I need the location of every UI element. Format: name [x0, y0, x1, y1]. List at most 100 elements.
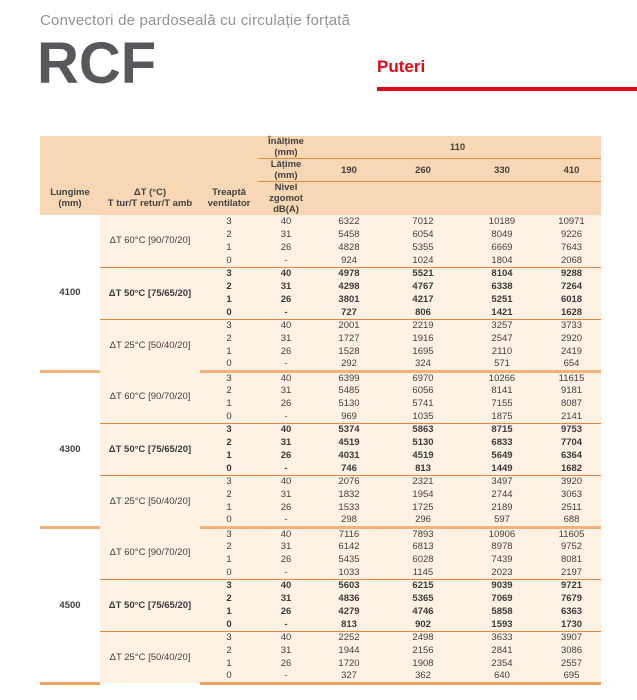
value-cell-190: 5374 — [314, 422, 384, 436]
value-cell-330: 7439 — [462, 553, 542, 566]
value-cell-410: 7679 — [542, 592, 602, 605]
table-row: 4500 ΔT 60°C [90/70/20] 3 40 7116 7893 10906 11… — [40, 527, 602, 685]
value-cell-330: 2841 — [462, 644, 542, 657]
table-row: 0-298 296 597 688 — [40, 514, 602, 529]
value-cell-190: 4978 — [314, 266, 384, 280]
dt-cell: ΔT 25°C [50/40/20] — [100, 474, 200, 527]
value-cell-260: 6028 — [384, 553, 462, 566]
value-cell-330: 5649 — [462, 449, 542, 462]
value-cell-260: 324 — [384, 358, 462, 373]
dt-cell: ΔT 60°C [90/70/20] — [100, 527, 200, 579]
value-cell-260: 6813 — [384, 540, 462, 553]
value-cell-410: 1628 — [542, 306, 602, 319]
zgomot-cell: - — [258, 358, 314, 373]
value-cell-190: 5435 — [314, 553, 384, 566]
value-cell-260: 902 — [384, 618, 462, 631]
value-cell-260: 2321 — [384, 474, 462, 488]
value-cell-330: 3257 — [462, 318, 542, 332]
value-cell-410: 3907 — [542, 630, 602, 644]
value-cell-260: 1145 — [384, 566, 462, 579]
page-subtitle: Convectori de pardoseală cu circulație f… — [40, 12, 351, 29]
value-cell-330: 2354 — [462, 657, 542, 670]
table-row: 0-1033 1145 2023 2197 — [40, 566, 602, 579]
value-cell-330: 1593 — [462, 618, 542, 631]
value-cell-260: 4217 — [384, 293, 462, 306]
value-cell-190: 924 — [314, 254, 384, 267]
value-cell-410: 2557 — [542, 657, 602, 670]
zgomot-cell: 31 — [258, 436, 314, 449]
zgomot-cell: - — [258, 618, 314, 631]
height-value: 110 — [314, 136, 602, 159]
zgomot-cell: 26 — [258, 449, 314, 462]
value-cell-260: 1035 — [384, 410, 462, 423]
zgomot-cell: - — [258, 306, 314, 319]
table-row: 0-727 806 1421 1628 — [40, 306, 602, 319]
value-cell-260: 1725 — [384, 501, 462, 514]
value-cell-190: 1033 — [314, 566, 384, 579]
table-row: ΔT 25°C [50/40/20] 3 40 2252 2498 3633 3907 — [40, 630, 602, 683]
zgomot-cell: 31 — [258, 280, 314, 293]
value-cell-190: 1720 — [314, 657, 384, 670]
value-cell-190: 746 — [314, 462, 384, 475]
zgomot-cell: - — [258, 670, 314, 685]
table-row: ΔT 50°C [75/65/20] 3 40 4978 5521 8104 9288 — [40, 266, 602, 319]
treapta-cell: 3 — [200, 215, 258, 228]
table-row: 0-327 362 640 695 — [40, 670, 602, 685]
value-cell-330: 1421 — [462, 306, 542, 319]
value-cell-410: 2068 — [542, 254, 602, 267]
value-cell-260: 1695 — [384, 345, 462, 358]
treapta-cell: 2 — [200, 384, 258, 397]
treapta-cell: 1 — [200, 657, 258, 670]
table-row: 2 31 1832 1954 2744 3063 — [40, 488, 602, 501]
zgomot-cell: 40 — [258, 527, 314, 540]
value-cell-190: 2001 — [314, 318, 384, 332]
table-row: 0-924 1024 1804 2068 — [40, 254, 602, 267]
value-cell-260: 7893 — [384, 527, 462, 540]
table-row: 4100 ΔT 60°C [90/70/20] 3 40 6322 7012 10189 10… — [40, 215, 602, 373]
value-cell-330: 2744 — [462, 488, 542, 501]
value-cell-410: 11605 — [542, 527, 602, 540]
value-cell-190: 4519 — [314, 436, 384, 449]
value-cell-260: 6970 — [384, 371, 462, 384]
zgomot-cell: 40 — [258, 474, 314, 488]
value-cell-410: 2920 — [542, 332, 602, 345]
lungime-cell: 4300 — [40, 371, 100, 529]
zgomot-cell: 26 — [258, 501, 314, 514]
treapta-cell: 0 — [200, 618, 258, 631]
table-header: Înălțime (mm) 110 Lățime (mm) 190 260 33… — [40, 136, 602, 215]
treapta-cell: 1 — [200, 605, 258, 618]
value-cell-410: 7264 — [542, 280, 602, 293]
value-cell-190: 4279 — [314, 605, 384, 618]
value-cell-330: 2189 — [462, 501, 542, 514]
value-cell-330: 2023 — [462, 566, 542, 579]
value-cell-330: 10189 — [462, 215, 542, 228]
width-value-190: 190 — [314, 158, 384, 182]
table-row: 1 26 1720 1908 2354 2557 — [40, 657, 602, 670]
table-row: 1 26 4279 4746 5858 6363 — [40, 605, 602, 618]
table-row: ΔT 25°C [50/40/20] 3 40 2076 2321 3497 3920 — [40, 474, 602, 527]
value-cell-330: 8104 — [462, 266, 542, 280]
value-cell-190: 1727 — [314, 332, 384, 345]
treapta-cell: 3 — [200, 371, 258, 384]
value-cell-260: 6056 — [384, 384, 462, 397]
col-label-dt: ΔT (°C) T tur/T retur/T amb — [100, 181, 200, 215]
width-value-330: 330 — [462, 158, 542, 182]
width-value-410: 410 — [542, 158, 602, 182]
value-cell-260: 7012 — [384, 215, 462, 228]
table-row: 0-292 324 571 654 — [40, 358, 602, 373]
table-row: 0-969 1035 1875 2141 — [40, 410, 602, 423]
treapta-cell: 1 — [200, 501, 258, 514]
value-cell-410: 3086 — [542, 644, 602, 657]
value-cell-330: 5858 — [462, 605, 542, 618]
value-cell-260: 2498 — [384, 630, 462, 644]
treapta-cell: 0 — [200, 670, 258, 685]
value-cell-190: 1832 — [314, 488, 384, 501]
value-cell-410: 7643 — [542, 241, 602, 254]
treapta-cell: 2 — [200, 436, 258, 449]
value-cell-410: 2419 — [542, 345, 602, 358]
value-cell-260: 5130 — [384, 436, 462, 449]
value-cell-190: 7116 — [314, 527, 384, 540]
zgomot-cell: - — [258, 254, 314, 267]
zgomot-cell: 40 — [258, 422, 314, 436]
value-cell-190: 327 — [314, 670, 384, 685]
